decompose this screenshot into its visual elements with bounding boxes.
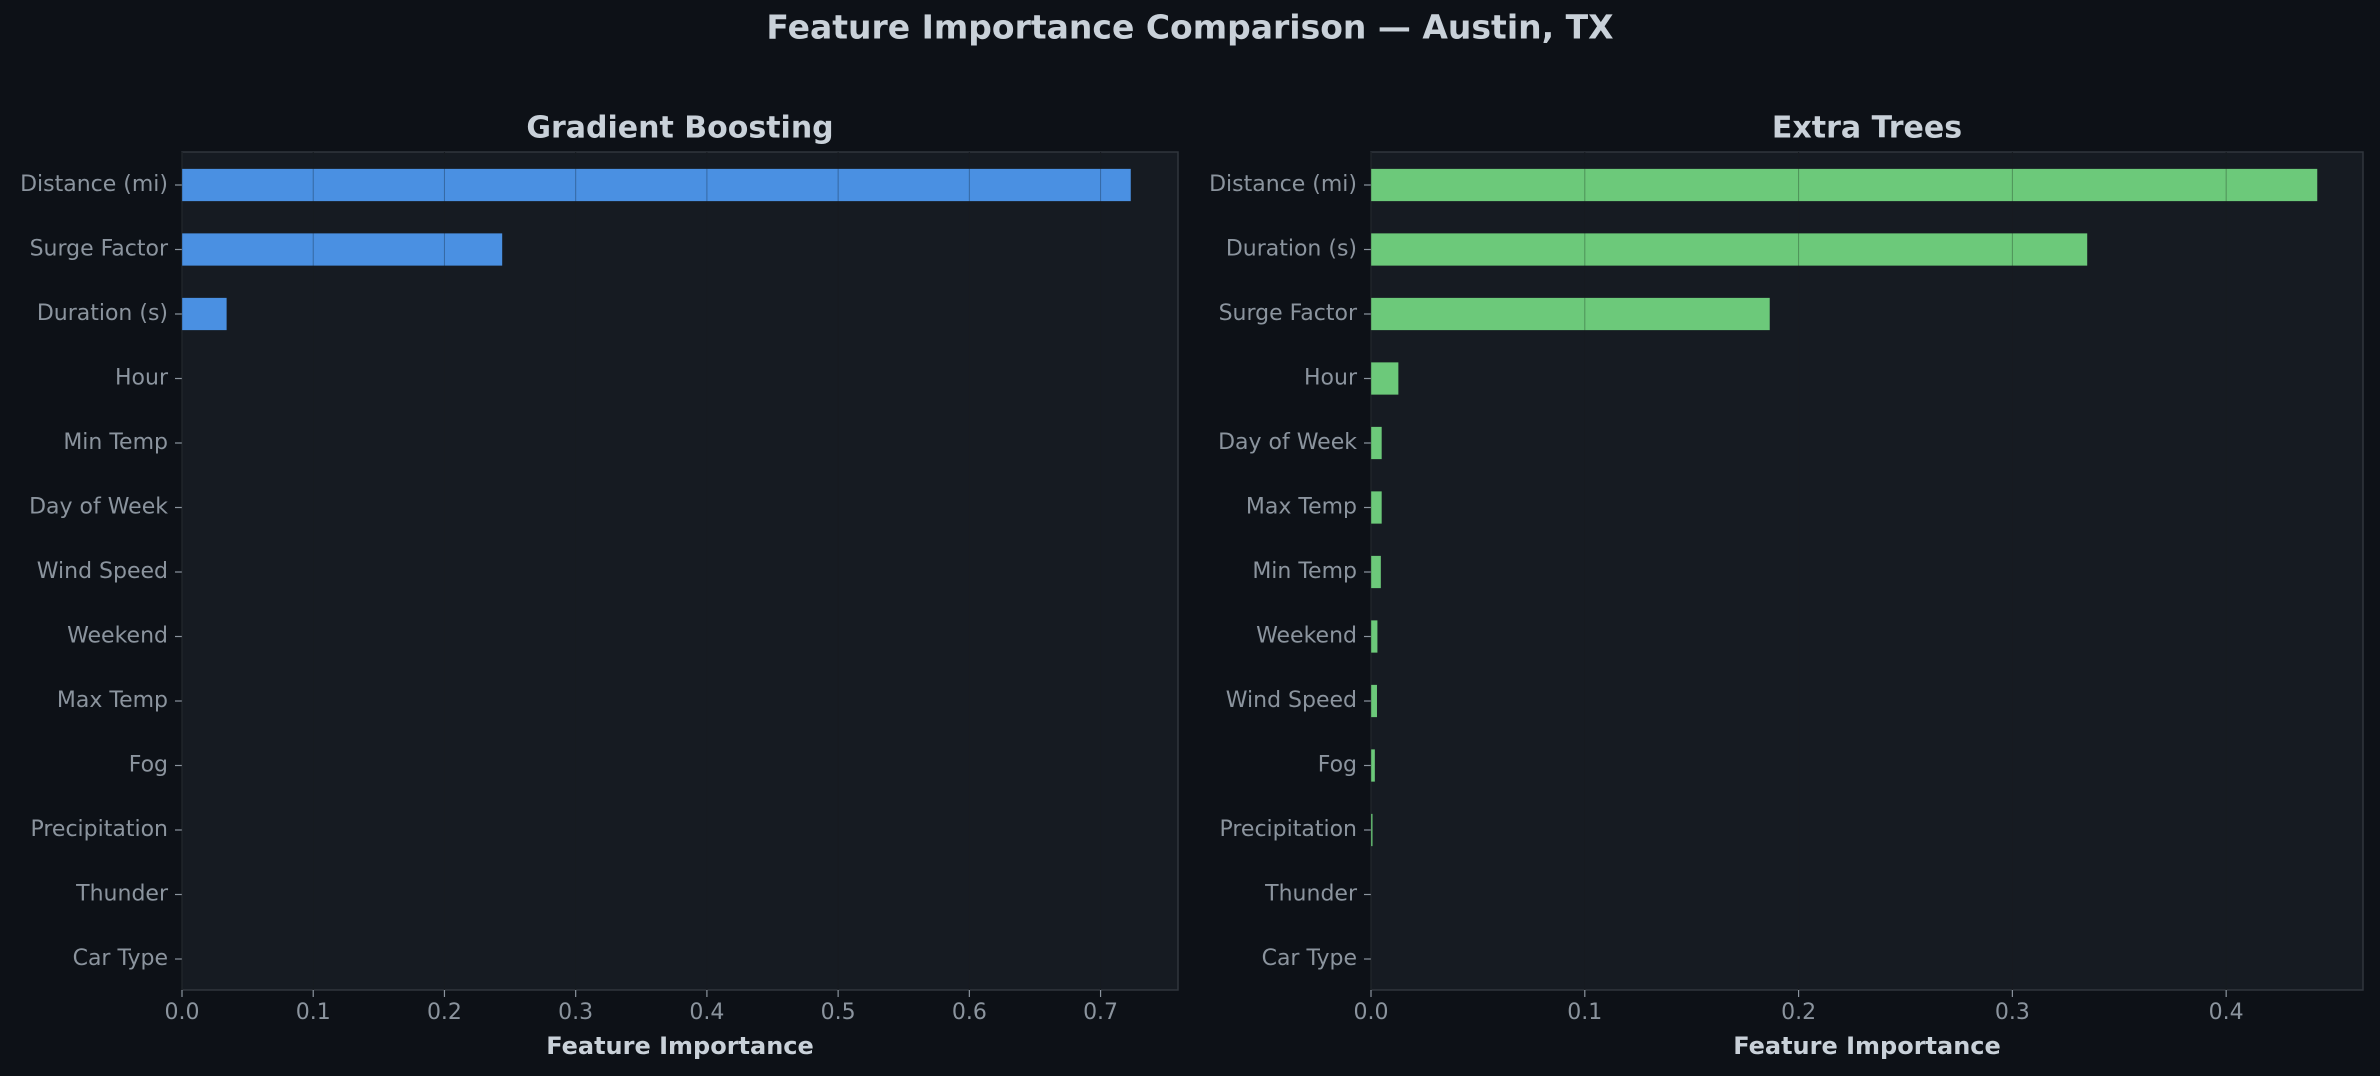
bar	[1371, 684, 1377, 718]
bar	[1371, 362, 1399, 395]
x-tick-label: 0.7	[1083, 1000, 1118, 1025]
subplot-title: Gradient Boosting	[526, 111, 833, 146]
y-tick-label: Day of Week	[29, 495, 168, 520]
x-tick-label: 0.2	[1781, 1000, 1816, 1025]
x-tick-label: 0.2	[427, 1000, 462, 1025]
y-tick-label: Surge Factor	[30, 237, 169, 262]
y-tick-label: Weekend	[67, 624, 168, 649]
bar	[1371, 426, 1382, 460]
y-tick-label: Precipitation	[30, 817, 168, 842]
y-tick-label: Thunder	[1264, 882, 1358, 907]
y-tick-label: Distance (mi)	[1209, 172, 1357, 197]
bar	[1371, 620, 1378, 653]
x-tick-label: 0.4	[2209, 1000, 2244, 1025]
y-tick-label: Car Type	[1262, 946, 1357, 971]
bar	[1371, 297, 1770, 331]
x-tick-label: 0.3	[558, 1000, 593, 1025]
y-tick-label: Wind Speed	[1226, 688, 1357, 713]
y-tick-label: Car Type	[73, 946, 168, 971]
subplot-title: Extra Trees	[1772, 111, 1962, 146]
y-tick-label: Weekend	[1256, 624, 1357, 649]
x-tick-label: 0.3	[1995, 1000, 2030, 1025]
y-tick-label: Surge Factor	[1219, 301, 1358, 326]
y-tick-label: Hour	[115, 366, 169, 391]
x-tick-label: 0.1	[1567, 1000, 1602, 1025]
y-tick-label: Fog	[129, 753, 168, 778]
y-tick-label: Duration (s)	[1226, 237, 1357, 262]
y-tick-label: Precipitation	[1219, 817, 1357, 842]
bar	[1371, 168, 2318, 202]
y-tick-label: Max Temp	[57, 688, 168, 713]
plot-area	[181, 151, 1179, 991]
y-tick-label: Fog	[1318, 753, 1357, 778]
bar	[1371, 749, 1375, 782]
figure-title: Feature Importance Comparison — Austin, …	[766, 8, 1613, 47]
x-tick-label: 0.5	[821, 1000, 856, 1025]
y-tick-label: Wind Speed	[37, 559, 168, 584]
x-tick-label: 0.1	[296, 1000, 331, 1025]
y-tick-label: Duration (s)	[37, 301, 168, 326]
bar	[1371, 813, 1373, 847]
y-tick-label: Thunder	[75, 882, 169, 907]
y-tick-label: Max Temp	[1246, 495, 1357, 520]
bar	[1371, 491, 1382, 524]
plot-area	[1370, 151, 2364, 991]
y-tick-label: Hour	[1304, 366, 1358, 391]
y-tick-label: Day of Week	[1218, 430, 1357, 455]
x-axis-label: Feature Importance	[546, 1032, 814, 1060]
bar	[182, 168, 1131, 202]
x-tick-label: 0.4	[689, 1000, 724, 1025]
y-tick-label: Min Temp	[63, 430, 168, 455]
x-tick-label: 0.6	[952, 1000, 987, 1025]
bar	[1371, 555, 1381, 589]
x-tick-label: 0.0	[1354, 1000, 1389, 1025]
x-tick-label: 0.0	[165, 1000, 200, 1025]
bar	[1371, 233, 2088, 266]
y-tick-label: Distance (mi)	[20, 172, 168, 197]
bar	[182, 297, 227, 331]
y-tick-label: Min Temp	[1252, 559, 1357, 584]
bar	[182, 233, 503, 266]
x-axis-label: Feature Importance	[1733, 1032, 2001, 1060]
